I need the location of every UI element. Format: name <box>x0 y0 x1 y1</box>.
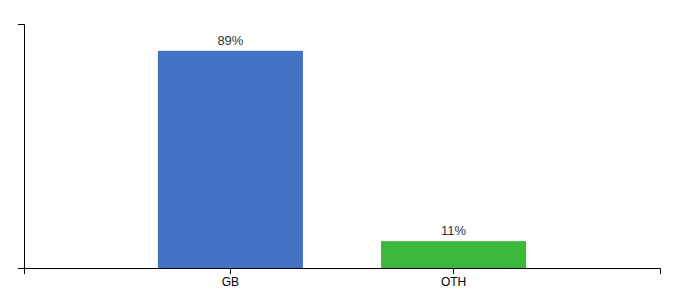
plot: 89% 11% GB OTH <box>18 25 661 289</box>
x-tick: OTH <box>441 268 466 289</box>
bar <box>381 241 526 268</box>
data-label: 89% <box>217 33 243 48</box>
x-tick-mark <box>453 268 454 274</box>
bar <box>158 51 303 268</box>
chart: 89% 11% GB OTH <box>0 0 680 300</box>
y-axis-line <box>18 25 25 269</box>
x-tick-label: GB <box>222 275 239 289</box>
x-axis-line <box>25 269 661 275</box>
bars <box>158 51 526 268</box>
x-tick-label: OTH <box>441 275 466 289</box>
data-label: 11% <box>441 223 466 238</box>
x-tick-mark <box>230 268 231 274</box>
data-labels: 89% 11% <box>217 33 466 238</box>
x-axis: GB OTH <box>25 268 661 289</box>
x-tick: GB <box>222 268 239 289</box>
y-axis <box>18 25 25 269</box>
